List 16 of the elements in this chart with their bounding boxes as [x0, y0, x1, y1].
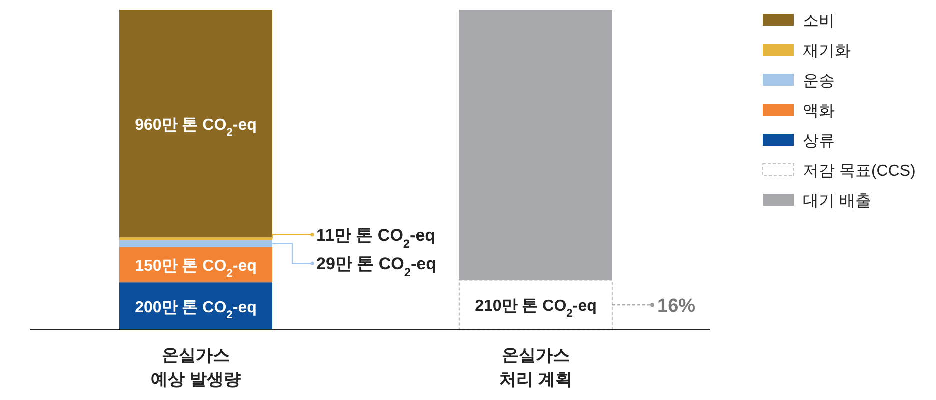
data-label: 150만 톤 CO$_{2}$-eq: [135, 258, 257, 280]
x-tick-label: 온실가스 예상 발생량: [151, 346, 241, 389]
data-label: 200만 톤 CO$_{2}$-eq: [135, 299, 257, 322]
legend-label: 대기 배출: [803, 193, 872, 210]
data-label: 29만 톤 CO$_{2}$-eq: [316, 254, 436, 280]
x-tick-label: 온실가스 처리 계획: [500, 346, 572, 389]
legend-label: 저감 목표(CCS): [803, 163, 916, 180]
data-label: 210만 톤 CO$_{2}$-eq: [475, 298, 597, 320]
legend-label: 재기화: [803, 43, 851, 60]
legend-label: 소비: [803, 13, 835, 30]
annotation: 16%: [658, 296, 696, 318]
legend-label: 액화: [803, 103, 835, 120]
legend-label: 운송: [803, 73, 835, 90]
data-label: 11만 톤 CO$_{2}$-eq: [316, 226, 436, 251]
data-label: 960만 톤 CO$_{2}$-eq: [135, 116, 257, 139]
legend-label: 상류: [803, 133, 835, 150]
